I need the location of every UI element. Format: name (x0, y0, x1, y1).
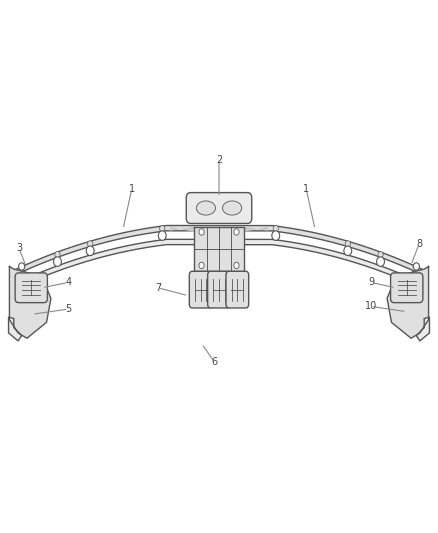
Text: 1: 1 (303, 184, 309, 195)
Circle shape (18, 263, 25, 270)
Circle shape (344, 246, 352, 256)
Text: 6: 6 (212, 357, 218, 367)
Circle shape (199, 229, 204, 235)
FancyBboxPatch shape (186, 192, 252, 223)
Text: 3: 3 (16, 243, 22, 253)
Circle shape (234, 229, 239, 235)
Circle shape (86, 246, 94, 256)
Polygon shape (194, 227, 244, 271)
Text: 1: 1 (129, 184, 135, 195)
Circle shape (199, 262, 204, 269)
Text: 9: 9 (368, 278, 374, 287)
Text: 10: 10 (365, 301, 377, 311)
Circle shape (345, 241, 350, 247)
Circle shape (88, 241, 93, 247)
Text: 7: 7 (155, 283, 161, 293)
FancyBboxPatch shape (189, 271, 212, 308)
Text: 8: 8 (416, 239, 422, 249)
Polygon shape (170, 227, 194, 232)
Text: 4: 4 (65, 278, 71, 287)
FancyBboxPatch shape (208, 271, 230, 308)
Circle shape (273, 225, 279, 232)
Text: 5: 5 (65, 304, 71, 314)
Circle shape (55, 252, 60, 258)
Polygon shape (10, 266, 51, 338)
FancyBboxPatch shape (391, 273, 423, 303)
Circle shape (158, 231, 166, 240)
Circle shape (159, 225, 165, 232)
Ellipse shape (196, 201, 215, 215)
Circle shape (53, 257, 61, 266)
Polygon shape (14, 239, 424, 289)
Circle shape (377, 257, 385, 266)
Ellipse shape (223, 201, 242, 215)
Circle shape (234, 262, 239, 269)
Circle shape (378, 252, 383, 258)
Polygon shape (9, 317, 21, 341)
Polygon shape (14, 225, 424, 276)
FancyBboxPatch shape (15, 273, 47, 303)
Text: 2: 2 (216, 155, 222, 165)
Polygon shape (417, 317, 429, 341)
FancyBboxPatch shape (226, 271, 249, 308)
Polygon shape (244, 227, 268, 232)
Circle shape (272, 231, 280, 240)
Polygon shape (387, 266, 428, 338)
Circle shape (413, 263, 420, 270)
